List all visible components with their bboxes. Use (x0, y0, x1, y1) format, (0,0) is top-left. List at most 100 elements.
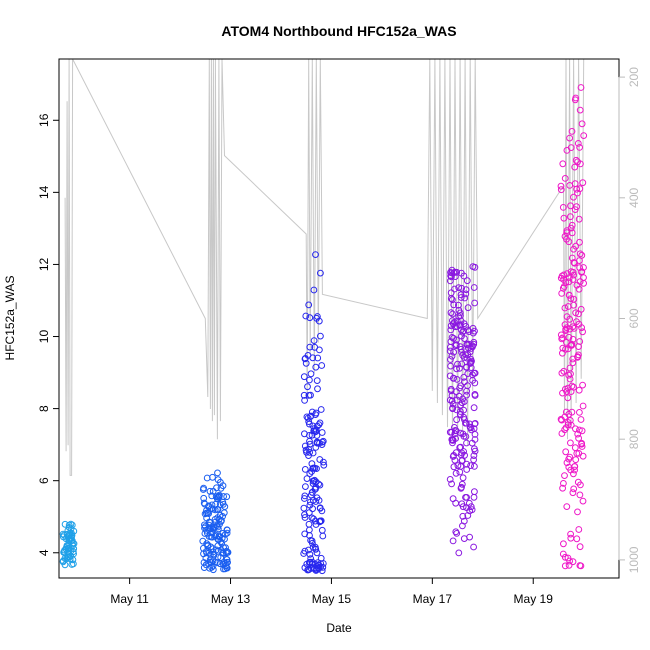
data-point (302, 446, 310, 454)
data-point (573, 450, 581, 457)
data-point (301, 466, 309, 473)
data-point (457, 326, 465, 334)
data-point (559, 160, 567, 168)
data-point (463, 391, 471, 399)
data-point (449, 310, 457, 318)
data-point (315, 421, 323, 429)
data-point (312, 251, 319, 259)
data-point (447, 385, 455, 393)
data-point (567, 213, 574, 221)
data-point (64, 544, 72, 552)
data-point (319, 560, 327, 567)
data-point (314, 385, 321, 393)
data-point (307, 370, 315, 378)
data-point (568, 221, 576, 229)
data-point (576, 278, 584, 286)
data-point (217, 518, 225, 525)
data-point (223, 493, 231, 501)
data-point (467, 424, 475, 432)
data-point (574, 430, 582, 438)
data-point (68, 561, 76, 568)
data-point (577, 481, 584, 489)
data-point (458, 399, 466, 407)
data-point (316, 504, 324, 512)
data-point (223, 564, 230, 571)
data-point (579, 381, 586, 389)
data-point (208, 505, 215, 513)
data-point (566, 134, 573, 142)
data-point (579, 452, 587, 460)
data-point (574, 353, 581, 361)
data-point (566, 375, 574, 383)
data-point (306, 314, 314, 322)
data-point (566, 417, 574, 424)
data-point (213, 484, 220, 492)
data-point (559, 344, 567, 352)
data-point (448, 352, 456, 360)
data-point (453, 530, 461, 537)
data-point (458, 269, 465, 277)
data-point (457, 345, 465, 353)
data-point (465, 499, 473, 507)
data-point (575, 434, 582, 442)
data-point (576, 238, 583, 246)
data-point (572, 242, 580, 250)
data-point (306, 501, 314, 509)
data-point (309, 544, 317, 551)
data-point (451, 318, 458, 326)
data-point (450, 463, 458, 471)
data-point (561, 175, 569, 182)
data-point (301, 495, 308, 502)
data-point (558, 369, 566, 377)
data-point (562, 325, 570, 333)
x-tick-label: May 15 (312, 592, 352, 606)
data-point (302, 312, 310, 320)
data-point (576, 409, 583, 416)
data-point (459, 503, 467, 511)
data-point (448, 269, 456, 277)
data-point (459, 512, 467, 520)
data-point (575, 526, 583, 533)
data-point (206, 487, 214, 495)
data-point (570, 301, 577, 309)
data-point (305, 559, 313, 566)
data-point (455, 549, 463, 557)
data-point (580, 264, 587, 271)
data-point (561, 553, 569, 561)
data-point (449, 320, 457, 328)
scatter-points (59, 84, 588, 575)
data-point (464, 370, 472, 378)
data-point (565, 238, 573, 246)
data-point (570, 259, 578, 266)
data-point (568, 128, 576, 135)
data-point (318, 362, 326, 369)
data-point (316, 481, 324, 489)
data-point (458, 360, 466, 368)
data-point (573, 535, 581, 543)
data-point (570, 485, 578, 493)
data-point (312, 363, 320, 371)
data-point (446, 372, 454, 380)
data-point (449, 453, 457, 460)
data-point (209, 473, 216, 481)
data-point (566, 453, 574, 461)
y-tick-label: 12 (37, 257, 51, 271)
data-point (453, 365, 461, 373)
data-point (448, 436, 456, 443)
data-point (459, 352, 467, 359)
data-point (579, 402, 587, 410)
data-point (571, 444, 579, 452)
data-point (575, 320, 583, 328)
data-point (576, 250, 584, 258)
data-point (313, 494, 321, 502)
data-point (578, 427, 586, 435)
data-point (575, 215, 583, 223)
data-point (558, 335, 566, 343)
data-point (557, 182, 565, 190)
data-point (448, 480, 456, 488)
data-point (216, 491, 223, 499)
data-point (308, 468, 316, 475)
data-point (219, 530, 227, 537)
data-point (317, 406, 325, 413)
data-point (567, 466, 575, 474)
